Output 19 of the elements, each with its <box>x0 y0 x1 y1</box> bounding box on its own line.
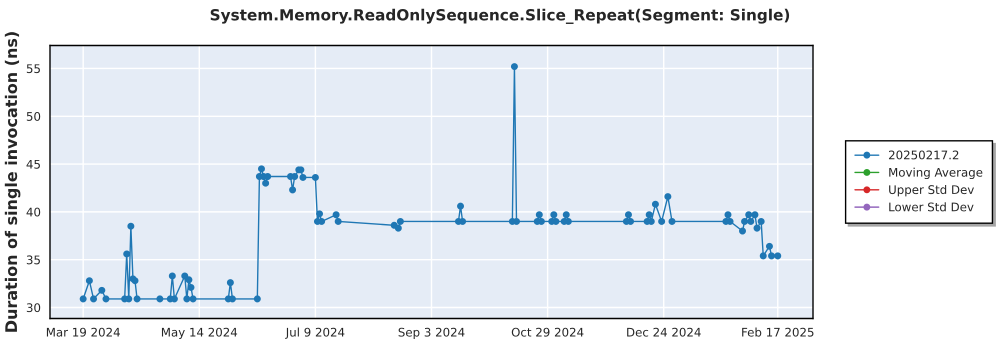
y-tick-label: 45 <box>26 160 40 169</box>
legend-label: Upper Std Dev <box>889 184 974 196</box>
x-tick-label: Oct 29 2024 <box>512 328 584 337</box>
y-tick-label: 55 <box>26 64 40 74</box>
x-tick-label: Feb 17 2025 <box>742 328 814 337</box>
y-axis-title: Duration of single invocation (ns) <box>4 32 20 332</box>
x-tick-label: May 14 2024 <box>162 328 238 339</box>
legend-label: 20250217.2 <box>888 150 958 160</box>
legend-label: Lower Std Dev <box>889 202 974 212</box>
y-tick-label: 40 <box>26 208 40 217</box>
chart-title: System.Memory.ReadOnlySequence.Slice_Repeat(Segment: Single) <box>210 8 790 24</box>
y-tick-label: 30 <box>26 303 40 312</box>
y-tick-label: 50 <box>26 112 40 121</box>
x-tick-label: Dec 24 2024 <box>627 328 701 337</box>
x-tick-label: Jul 9 2024 <box>285 328 344 339</box>
x-tick-label: Mar 19 2024 <box>46 328 120 337</box>
legend-label: Moving Average <box>889 168 982 180</box>
y-tick-label: 35 <box>26 255 40 264</box>
x-tick-label: Sep 3 2024 <box>398 328 464 339</box>
